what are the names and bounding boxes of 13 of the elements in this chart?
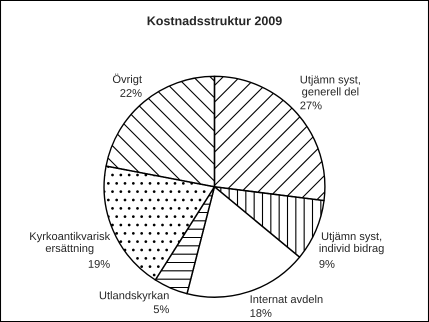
data-label: 5% — [154, 305, 169, 314]
slice-label: Utjämn syst, individ bidrag — [320, 232, 384, 254]
chart-title: Kostnadsstruktur 2009 — [148, 16, 282, 26]
slice-label: Utlandskyrkan — [100, 291, 169, 302]
slice-label: Internat avdeln — [250, 294, 322, 304]
data-label: 27% — [300, 101, 322, 110]
data-label: 9% — [319, 260, 335, 268]
slice-label: Kyrkoantikvarisk ersättning — [30, 232, 110, 254]
data-label: 22% — [120, 89, 142, 97]
data-label: 19% — [88, 260, 110, 268]
slice-label: Övrigt — [112, 74, 142, 86]
slice-label: Utjämn syst, generell del — [300, 75, 360, 98]
data-label: 18% — [250, 309, 272, 317]
